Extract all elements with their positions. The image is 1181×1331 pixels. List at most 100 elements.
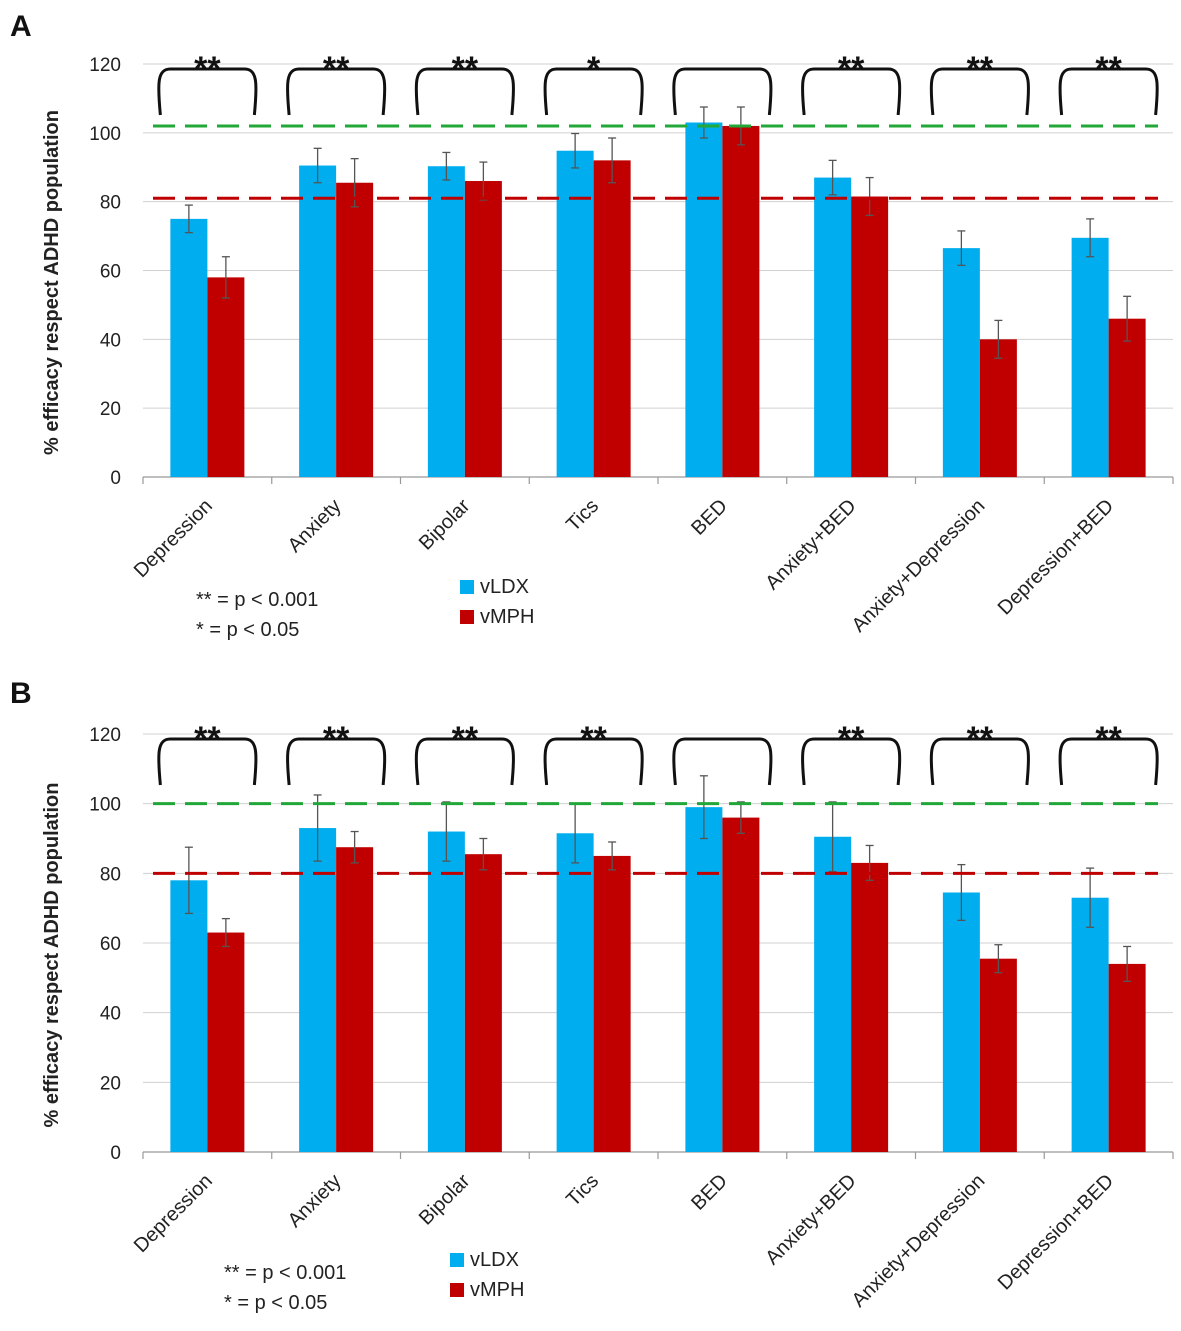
y-tick-label: 80 (100, 193, 121, 214)
significance-stars: ** (967, 50, 994, 88)
bar-vldx-depression-bed (1071, 237, 1109, 477)
bar-vmph-bipolar (464, 854, 502, 1152)
legend-label-vldx: vLDX (470, 1249, 519, 1271)
error-bar (608, 137, 617, 184)
bar-vldx-depression (170, 218, 208, 477)
error-bar (313, 147, 322, 184)
bar-vldx-anxiety (299, 828, 337, 1152)
category-label: BED (687, 1170, 732, 1215)
significance-stars: ** (967, 720, 994, 758)
y-tick-label: 0 (110, 468, 121, 489)
error-bar (865, 176, 874, 217)
legend-label-vmph: vMPH (470, 1279, 524, 1301)
bar-vldx-anxiety-depression (942, 248, 980, 477)
significance-note: * = p < 0.05 (196, 619, 299, 641)
significance-stars: ** (1095, 720, 1122, 758)
significance-bracket (286, 737, 387, 786)
category-label: Anxiety+Depression (848, 495, 990, 637)
legend-swatch-vmph (460, 610, 474, 624)
bar-vmph-anxiety (336, 182, 374, 478)
y-tick-label: 40 (100, 330, 121, 351)
error-bar (994, 944, 1003, 974)
significance-bracket (157, 737, 258, 786)
error-bar (313, 794, 322, 862)
bar-vmph-depression-bed (1108, 318, 1146, 477)
significance-bracket (801, 67, 902, 116)
legend-label-vmph: vMPH (480, 606, 534, 628)
category-label: Bipolar (415, 495, 475, 555)
category-label: Tics (562, 495, 603, 536)
error-bar (184, 846, 193, 915)
error-bar (479, 837, 488, 871)
y-axis-label: % efficacy respect ADHD population (41, 110, 63, 455)
bar-vldx-tics (556, 150, 594, 478)
error-bar (994, 319, 1003, 359)
error-bar (1086, 867, 1095, 928)
significance-bracket (672, 737, 773, 786)
y-tick-label: 100 (89, 124, 121, 145)
category-label: Bipolar (415, 1170, 475, 1230)
error-bar (221, 917, 230, 948)
panel-a: A 0 20 40 60 80 100 120 % efficacy respect ADHD … (10, 10, 1174, 641)
significance-stars: ** (452, 50, 479, 88)
significance-bracket (801, 737, 902, 786)
bar-vmph-anxiety-depression (979, 958, 1017, 1152)
bar-vmph-anxiety-bed (851, 196, 889, 478)
significance-bracket (1058, 737, 1159, 786)
error-bar (479, 161, 488, 201)
y-tick-label: 60 (100, 934, 121, 955)
bar-vldx-tics (556, 833, 594, 1152)
category-label: Depression+BED (994, 1170, 1118, 1294)
error-bar (957, 230, 966, 266)
significance-stars: ** (323, 50, 350, 88)
significance-bracket (157, 67, 258, 116)
error-bar (1086, 218, 1095, 258)
bar-vldx-depression-bed (1071, 897, 1109, 1152)
bar-vmph-tics (593, 855, 631, 1152)
significance-stars: ** (194, 50, 221, 88)
bar-vldx-bipolar (427, 831, 465, 1152)
category-label: Depression (130, 495, 217, 582)
significance-stars: ** (580, 720, 607, 758)
error-bar (608, 841, 617, 871)
significance-bracket (672, 67, 773, 116)
bar-vmph-bed (722, 817, 760, 1152)
y-tick-label: 60 (100, 262, 121, 283)
significance-bracket (414, 737, 515, 786)
category-label: Depression+BED (994, 495, 1118, 619)
error-bar (221, 256, 230, 299)
error-bar (699, 106, 708, 139)
significance-stars: ** (838, 720, 865, 758)
significance-stars: ** (452, 720, 479, 758)
error-bar (442, 151, 451, 181)
significance-bracket (543, 737, 644, 786)
error-bar (828, 801, 837, 873)
category-label: Anxiety+BED (761, 1170, 860, 1269)
y-tick-label: 20 (100, 399, 121, 420)
y-tick-label: 80 (100, 864, 121, 885)
significance-stars: ** (194, 720, 221, 758)
bar-vldx-bed (685, 122, 723, 477)
bar-vmph-depression-bed (1108, 963, 1146, 1152)
legend-swatch-vldx (460, 580, 474, 594)
error-bar (1123, 945, 1132, 982)
error-bar (571, 132, 580, 169)
significance-stars: ** (838, 50, 865, 88)
error-bar (699, 775, 708, 840)
bar-vldx-anxiety (299, 165, 337, 477)
category-label: Anxiety (284, 495, 346, 557)
error-bar (828, 159, 837, 196)
bar-vldx-anxiety-depression (942, 892, 980, 1152)
bar-vldx-bed (685, 807, 723, 1152)
significance-stars: * (587, 50, 601, 88)
bar-vmph-bipolar (464, 181, 502, 477)
bar-vldx-bipolar (427, 166, 465, 477)
legend-swatch-vldx (450, 1253, 464, 1267)
panel-letter: A (10, 10, 32, 43)
category-label: Anxiety (284, 1170, 346, 1232)
panel-b: B 0 20 40 60 80 100 120 % efficacy respect ADHD … (10, 677, 1174, 1314)
y-tick-label: 20 (100, 1073, 121, 1094)
significance-note: ** = p < 0.001 (224, 1262, 346, 1284)
panel-letter: B (10, 677, 32, 710)
